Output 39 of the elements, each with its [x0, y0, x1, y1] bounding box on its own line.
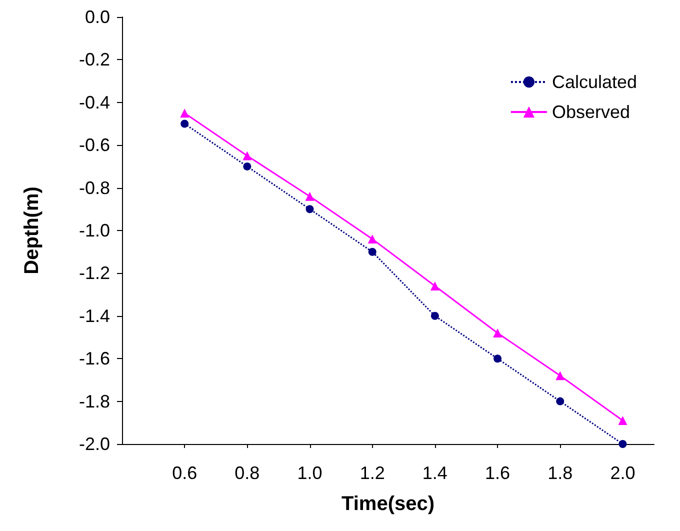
point — [430, 282, 440, 291]
x-tick-label: 0.8 — [234, 463, 260, 483]
y-tick-label: -0.2 — [78, 50, 110, 70]
point — [243, 162, 252, 170]
y-tick-label: -1.0 — [78, 220, 110, 240]
point — [493, 328, 502, 338]
y-tick-label: -0.4 — [78, 92, 110, 112]
legend-label: Calculated — [552, 72, 638, 92]
x-axis-title: Time(sec) — [341, 493, 435, 515]
point — [180, 108, 190, 118]
point — [180, 120, 189, 128]
y-tick-label: -1.2 — [78, 263, 110, 284]
x-tick-label: 1.2 — [360, 463, 385, 483]
y-tick-label: -0.8 — [78, 178, 110, 198]
x-tick-label: 0.6 — [172, 463, 198, 483]
x-tick-label: 1.4 — [422, 463, 448, 483]
legend-label: Observed — [552, 102, 630, 122]
point — [242, 151, 252, 160]
point — [305, 192, 314, 201]
point — [556, 397, 564, 406]
y-axis-title: Depth(m) — [21, 186, 43, 274]
y-tick-label: -2.0 — [78, 434, 110, 454]
y-tick-label: -1.6 — [78, 348, 110, 369]
point — [618, 416, 628, 426]
point — [494, 354, 502, 363]
x-tick-label: 1.6 — [485, 463, 510, 483]
y-tick-label: -0.6 — [78, 135, 110, 156]
x-tick-label: 1.8 — [548, 463, 573, 483]
point — [430, 312, 439, 320]
y-tick-label: -1.8 — [78, 391, 110, 412]
x-tick-label: 1.0 — [297, 463, 322, 483]
point — [368, 234, 377, 244]
point — [306, 205, 314, 214]
x-tick-label: 2.0 — [610, 463, 636, 483]
y-tick-label: -1.4 — [78, 306, 110, 326]
point — [618, 440, 627, 448]
y-tick-label: 0.0 — [84, 7, 110, 27]
point — [556, 371, 565, 380]
point — [368, 248, 376, 256]
